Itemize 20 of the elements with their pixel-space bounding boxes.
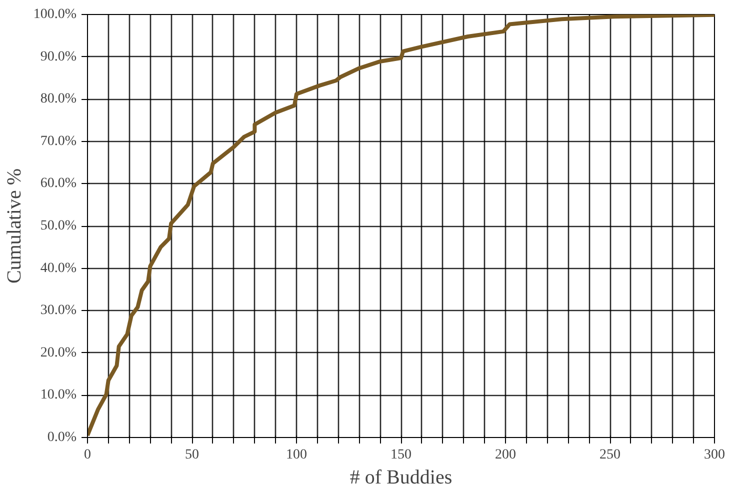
- y-tick-label: 80.0%: [40, 92, 77, 107]
- x-tick-label: 150: [390, 448, 412, 462]
- y-tick-label: 70.0%: [40, 134, 77, 149]
- y-tick-label: 50.0%: [40, 218, 77, 234]
- y-tick-label: 10.0%: [40, 388, 77, 403]
- y-tick-label: 20.0%: [40, 345, 77, 360]
- x-tick-label: 300: [704, 448, 725, 462]
- y-tick-label: 30.0%: [40, 303, 77, 318]
- x-tick-label: 50: [185, 448, 199, 462]
- y-tick-label: 100.0%: [33, 7, 77, 22]
- y-tick-label: 0.0%: [47, 430, 77, 445]
- y-tick-label: 40.0%: [40, 260, 77, 276]
- y-tick-label: 60.0%: [40, 176, 77, 192]
- x-axis-title: # of Buddies: [350, 466, 452, 488]
- y-axis-title: Cumulative %: [3, 168, 26, 284]
- x-tick-label: 100: [286, 448, 307, 462]
- x-tick-label: 250: [600, 448, 620, 462]
- y-tick-label: 90.0%: [40, 49, 77, 64]
- x-tick-label: 0: [84, 448, 91, 462]
- x-tick-label: 200: [495, 448, 516, 462]
